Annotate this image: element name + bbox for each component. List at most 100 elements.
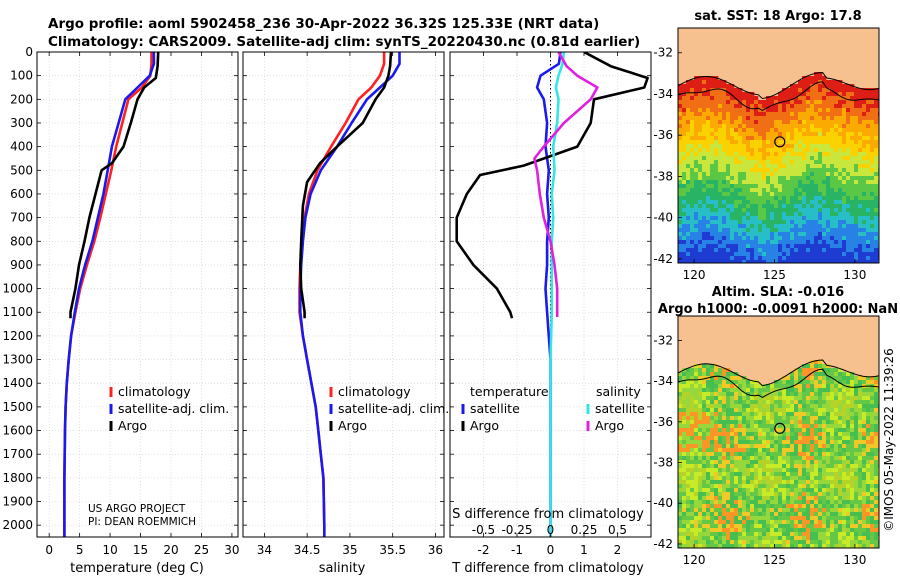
map-cell [770, 472, 775, 477]
map-cell [710, 456, 715, 461]
argo-position-marker [774, 136, 786, 148]
map-cell [830, 228, 835, 233]
map-cell [718, 492, 723, 497]
map-cell [766, 188, 771, 193]
map-cell [854, 432, 859, 437]
map-cell [762, 168, 767, 173]
map-cell [810, 248, 815, 253]
map-cell [750, 540, 755, 545]
map-cell [718, 140, 723, 145]
map-cell [698, 516, 703, 521]
map-cell [706, 456, 711, 461]
y-tick-label: 1600 [2, 424, 33, 438]
map-cell [798, 100, 803, 105]
map-cell [830, 404, 835, 409]
map-cell [722, 100, 727, 105]
salinity-axes-frame [242, 51, 445, 538]
map-cell [766, 144, 771, 149]
map-cell [750, 396, 755, 401]
map-cell [842, 376, 847, 381]
map-cell [714, 512, 719, 517]
map-cell [726, 252, 731, 257]
map-cell [826, 92, 831, 97]
map-cell [858, 472, 863, 477]
map-cell [754, 512, 759, 517]
map-cell [678, 456, 683, 461]
map-cell [854, 500, 859, 505]
map-cell [718, 368, 723, 373]
map-cell [702, 152, 707, 157]
map-cell [738, 132, 743, 137]
map-cell [706, 168, 711, 173]
map-cell [738, 400, 743, 405]
map-cell [718, 512, 723, 517]
map-cell [798, 496, 803, 501]
map-cell [742, 440, 747, 445]
map-cell [750, 544, 755, 548]
map-cell [822, 216, 827, 221]
map-cell [774, 516, 779, 521]
map-cell [746, 160, 751, 165]
map-cell [762, 428, 767, 433]
map-cell [826, 188, 831, 193]
map-cell [746, 416, 751, 421]
map-cell [794, 388, 799, 393]
map-cell [690, 196, 695, 201]
map-cell [850, 152, 855, 157]
map-cell [754, 132, 759, 137]
map-cell [822, 172, 827, 177]
map-cell [850, 104, 855, 109]
map-cell [818, 388, 823, 393]
map-cell [794, 376, 799, 381]
map-cell [742, 540, 747, 545]
map-cell [846, 384, 851, 389]
map-cell [738, 492, 743, 497]
map-cell [826, 492, 831, 497]
map-cell [754, 528, 759, 533]
map-cell [774, 444, 779, 449]
map-cell [770, 408, 775, 413]
map-cell [862, 252, 867, 257]
map-cell [738, 408, 743, 413]
map-cell [870, 260, 875, 263]
map-cell [850, 120, 855, 125]
map-cell [806, 492, 811, 497]
map-cell [794, 420, 799, 425]
map-cell [790, 520, 795, 525]
map-cell [866, 112, 871, 117]
map-cell [726, 516, 731, 521]
map-cell [826, 504, 831, 509]
map-cell [678, 520, 683, 525]
map-cell [690, 452, 695, 457]
map-cell [818, 252, 823, 257]
y-tick-label: 1100 [2, 305, 33, 319]
map-cell [814, 400, 819, 405]
map-cell [842, 164, 847, 169]
map-cell [866, 160, 871, 165]
map-cell [714, 540, 719, 545]
map-cell [830, 188, 835, 193]
map-cell [786, 108, 791, 113]
map-cell [862, 144, 867, 149]
map-cell [814, 120, 819, 125]
map-cell [834, 232, 839, 237]
map-cell [722, 244, 727, 249]
map-cell [726, 500, 731, 505]
map-cell [714, 484, 719, 489]
map-cell [714, 176, 719, 181]
map-cell [870, 188, 875, 193]
map-cell [838, 524, 843, 529]
map-cell [814, 468, 819, 473]
map-cell [774, 504, 779, 509]
y-tick-label: -32 [653, 333, 673, 347]
map-cell [802, 236, 807, 241]
map-cell [862, 140, 867, 145]
map-cell [710, 464, 715, 469]
map-cell [782, 160, 787, 165]
map-cell [738, 184, 743, 189]
map-cell [790, 424, 795, 429]
map-cell [866, 212, 871, 217]
map-cell [706, 460, 711, 465]
map-cell [794, 488, 799, 493]
map-cell [678, 232, 683, 237]
